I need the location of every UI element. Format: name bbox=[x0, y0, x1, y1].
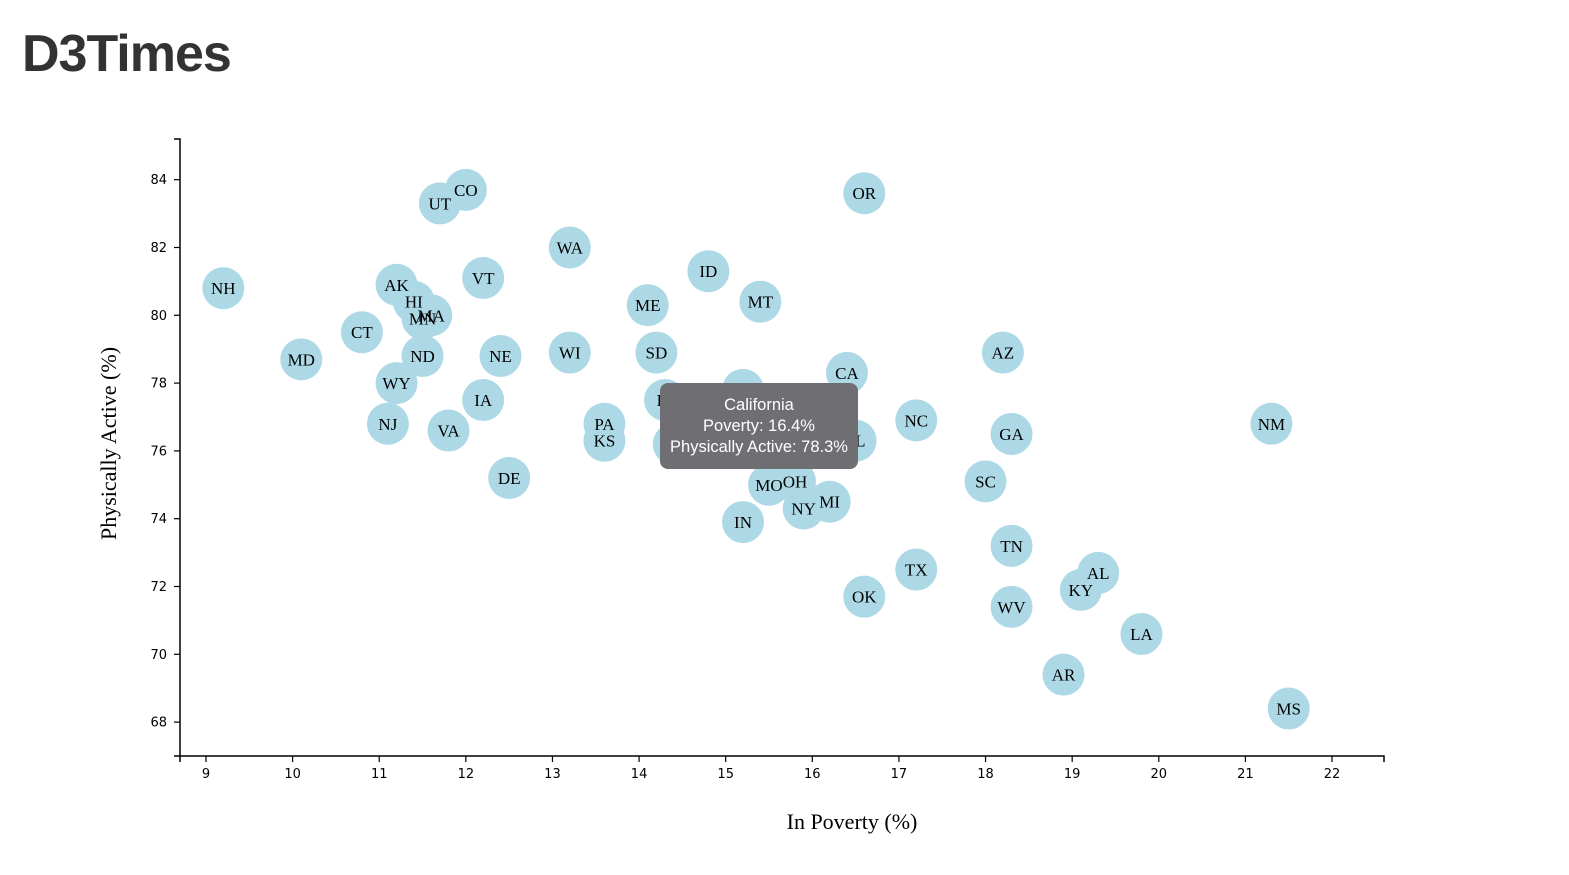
state-circle-tx[interactable] bbox=[895, 548, 938, 591]
tooltip-state: California bbox=[724, 396, 795, 414]
x-tick-label: 12 bbox=[458, 767, 475, 782]
x-axis: 9 10 11 12 13 14 15 16 17 18 19 20 21 22 bbox=[179, 755, 1385, 782]
x-tick-label: 16 bbox=[804, 767, 821, 782]
state-circle-ne[interactable] bbox=[479, 334, 522, 377]
x-tick-label: 10 bbox=[284, 767, 301, 782]
state-circle-al[interactable] bbox=[1077, 551, 1120, 594]
x-tick-label: 19 bbox=[1064, 767, 1081, 782]
state-circle-sd[interactable] bbox=[635, 331, 678, 374]
state-circle-md[interactable] bbox=[280, 338, 323, 381]
y-tick-label: 70 bbox=[150, 648, 167, 663]
state-circle-ct[interactable] bbox=[340, 311, 383, 354]
state-circle-de[interactable] bbox=[488, 457, 531, 500]
x-tick-label: 20 bbox=[1151, 767, 1168, 782]
state-circle-va[interactable] bbox=[427, 409, 470, 452]
x-tick-label: 21 bbox=[1237, 767, 1254, 782]
state-circle-az[interactable] bbox=[981, 331, 1024, 374]
x-axis-line bbox=[179, 755, 1385, 762]
state-circle-or[interactable] bbox=[843, 172, 886, 215]
state-circle-wa[interactable] bbox=[548, 226, 591, 269]
state-circle-nd[interactable] bbox=[401, 334, 444, 377]
y-tick-label: 68 bbox=[150, 716, 167, 731]
y-tick-label: 78 bbox=[150, 377, 167, 392]
y-tick-label: 80 bbox=[150, 309, 167, 324]
state-circle-nj[interactable] bbox=[366, 402, 409, 445]
state-circle-wi[interactable] bbox=[548, 331, 591, 374]
state-circle-ms[interactable] bbox=[1267, 687, 1310, 730]
state-circle-nh[interactable] bbox=[202, 267, 245, 310]
state-circle-la[interactable] bbox=[1120, 612, 1163, 655]
x-tick-label: 17 bbox=[891, 767, 908, 782]
x-tick-label: 9 bbox=[202, 767, 210, 782]
state-circle-co[interactable] bbox=[444, 168, 487, 211]
state-circle-mt[interactable] bbox=[739, 280, 782, 323]
page-title: D3Times bbox=[22, 25, 232, 83]
state-circle-ks[interactable] bbox=[583, 419, 626, 462]
state-circle-ok[interactable] bbox=[843, 575, 886, 618]
y-tick-label: 74 bbox=[150, 512, 167, 527]
state-circle-nm[interactable] bbox=[1250, 402, 1293, 445]
state-circle-mi[interactable] bbox=[808, 480, 851, 523]
y-axis-title: Physically Active (%) bbox=[96, 347, 121, 540]
state-circle-vt[interactable] bbox=[462, 256, 505, 299]
state-circle-in[interactable] bbox=[722, 501, 765, 544]
x-tick-label: 11 bbox=[371, 767, 388, 782]
y-tick-label: 84 bbox=[150, 173, 167, 188]
state-circle-sc[interactable] bbox=[964, 460, 1007, 503]
x-tick-label: 14 bbox=[631, 767, 648, 782]
state-circle-ma[interactable] bbox=[410, 294, 453, 337]
tooltip-poverty: Poverty: 16.4% bbox=[703, 417, 815, 435]
y-tick-label: 72 bbox=[150, 580, 167, 595]
state-circle-nc[interactable] bbox=[895, 399, 938, 442]
state-circle-me[interactable] bbox=[626, 284, 669, 327]
x-tick-label: 13 bbox=[544, 767, 561, 782]
x-tick-label: 18 bbox=[977, 767, 994, 782]
x-axis-title: In Poverty (%) bbox=[787, 809, 918, 834]
state-circle-ia[interactable] bbox=[462, 379, 505, 422]
y-axis: 68 70 72 74 76 78 80 82 84 bbox=[150, 138, 181, 757]
state-circle-wy[interactable] bbox=[375, 362, 418, 405]
state-circle-ar[interactable] bbox=[1042, 653, 1085, 696]
x-tick-label: 15 bbox=[717, 767, 734, 782]
state-circle-tn[interactable] bbox=[990, 524, 1033, 567]
state-circle-ga[interactable] bbox=[990, 412, 1033, 455]
tooltip-background bbox=[660, 383, 858, 469]
y-tick-label: 76 bbox=[150, 444, 167, 459]
y-tick-label: 82 bbox=[150, 241, 167, 256]
x-tick-label: 22 bbox=[1324, 767, 1341, 782]
tooltip-active: Physically Active: 78.3% bbox=[670, 438, 848, 456]
tooltip: California Poverty: 16.4% Physically Act… bbox=[660, 383, 858, 469]
state-circle-wv[interactable] bbox=[990, 585, 1033, 628]
y-axis-line bbox=[174, 138, 181, 757]
state-circle-id[interactable] bbox=[687, 250, 730, 293]
